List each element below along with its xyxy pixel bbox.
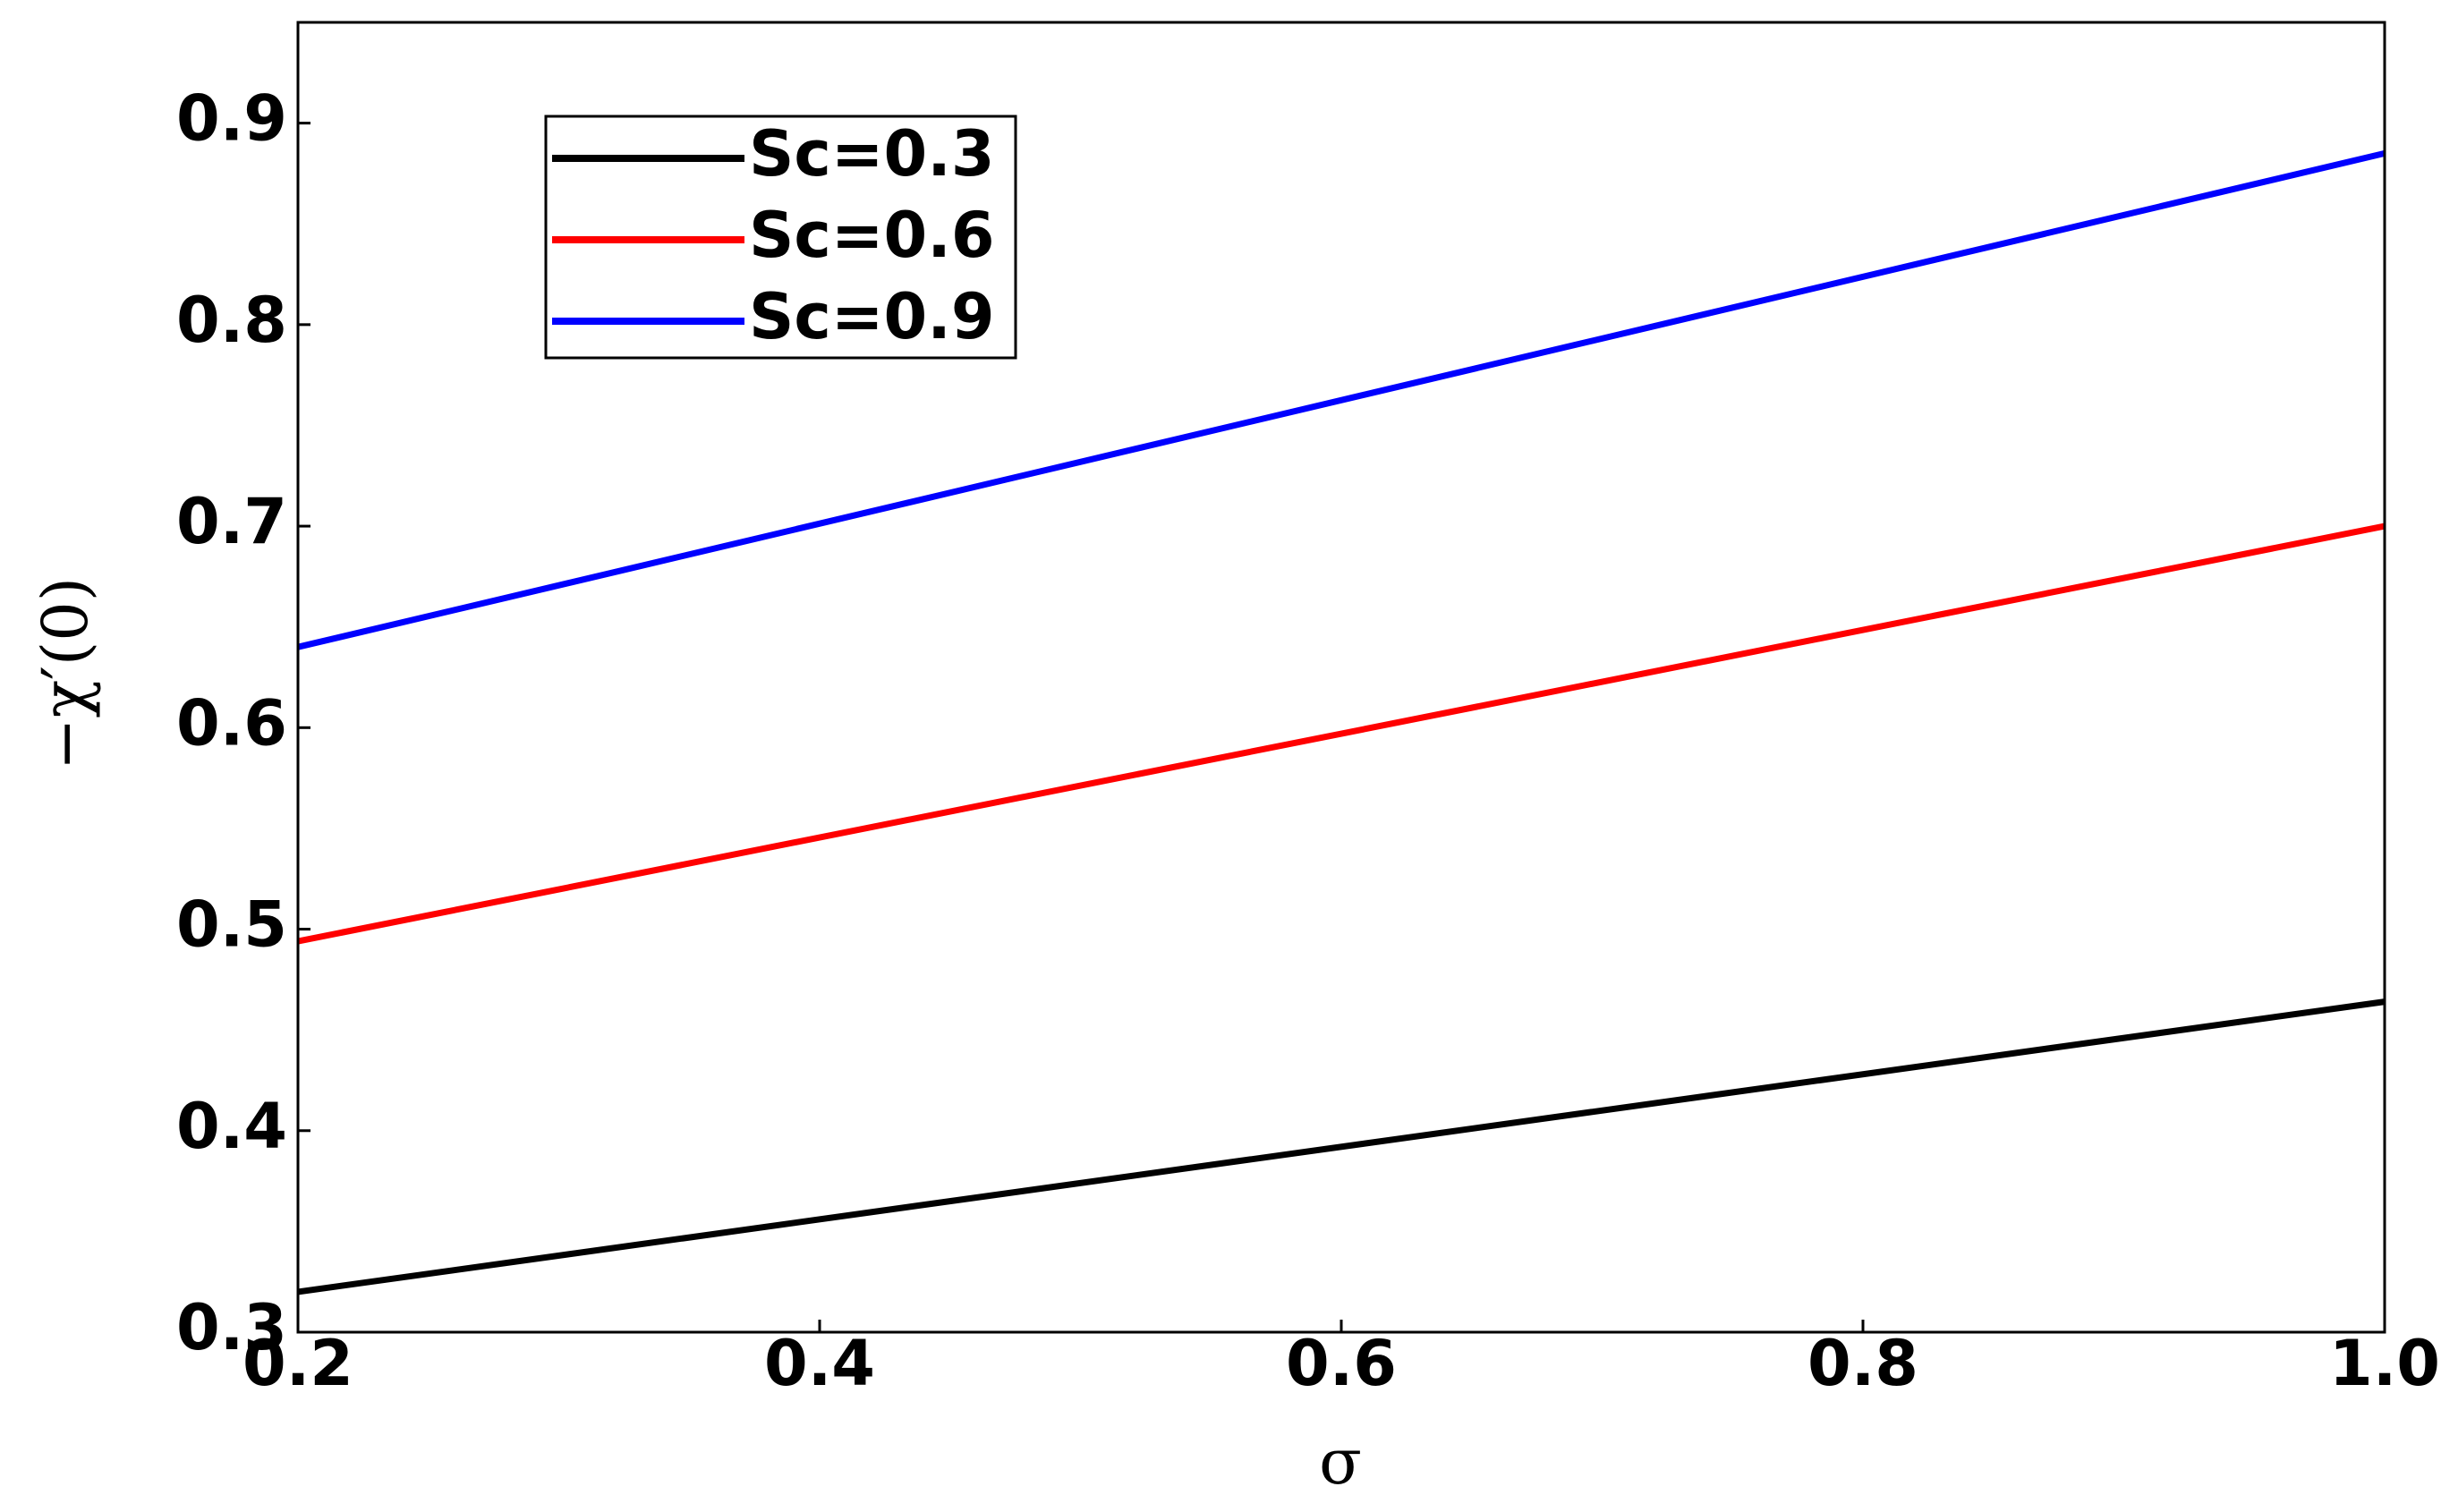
legend-label: Sc=0.6	[749, 199, 995, 272]
y-tick-label: 0.5	[176, 888, 287, 962]
y-tick-label: 0.8	[176, 284, 287, 357]
legend-label: Sc=0.3	[749, 117, 995, 191]
legend-label: Sc=0.9	[749, 280, 995, 353]
y-axis-label: −χ′(0)	[29, 577, 102, 770]
y-tick-label: 0.7	[176, 485, 287, 558]
x-tick-label: 0.8	[1807, 1327, 1918, 1400]
y-tick-label: 0.6	[176, 686, 287, 760]
x-axis-label: σ	[1319, 1425, 1362, 1499]
y-tick-label: 0.9	[176, 82, 287, 156]
y-tick-label: 0.4	[176, 1090, 287, 1163]
y-tick-label: 0.3	[176, 1291, 287, 1364]
plot-frame	[296, 21, 2386, 1334]
x-tick-label: 0.4	[764, 1327, 875, 1400]
series-line	[297, 522, 2386, 945]
x-tick-label: 0.2	[242, 1327, 353, 1400]
series-line	[297, 149, 2386, 650]
x-tick-label: 1.0	[2329, 1327, 2440, 1400]
x-tick-label: 0.6	[1286, 1327, 1397, 1400]
series-line	[297, 998, 2386, 1295]
